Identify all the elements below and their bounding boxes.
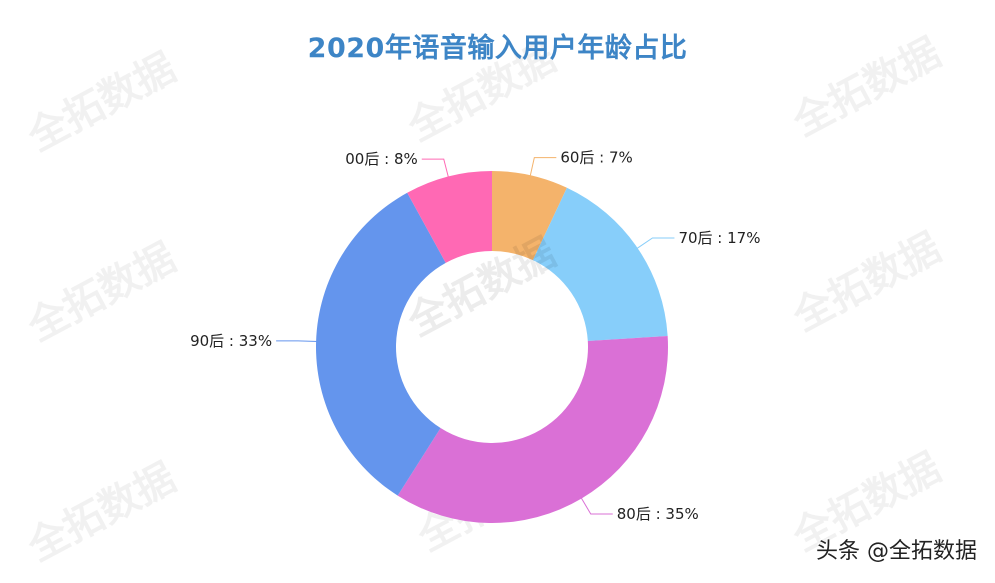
slice-label: 60后 : 7% — [560, 149, 632, 167]
leader-line — [580, 496, 613, 515]
slice-70后 — [532, 187, 668, 341]
source-credit: 头条 @全拓数据 — [816, 539, 977, 564]
leader-line — [276, 340, 319, 343]
slice-label: 90后 : 33% — [190, 332, 272, 350]
leader-line — [421, 158, 450, 179]
leader-line — [529, 157, 557, 178]
slice-80后 — [397, 335, 668, 524]
leader-line — [635, 237, 675, 250]
chart-title: 2020年语音输入用户年龄占比 — [307, 33, 688, 64]
slice-60后 — [492, 171, 567, 261]
slice-90后 — [316, 192, 446, 496]
slice-label: 80后 : 35% — [617, 505, 699, 523]
slice-00后 — [407, 171, 492, 263]
slice-label: 70后 : 17% — [678, 229, 760, 247]
slice-label: 00后 : 8% — [345, 150, 417, 168]
